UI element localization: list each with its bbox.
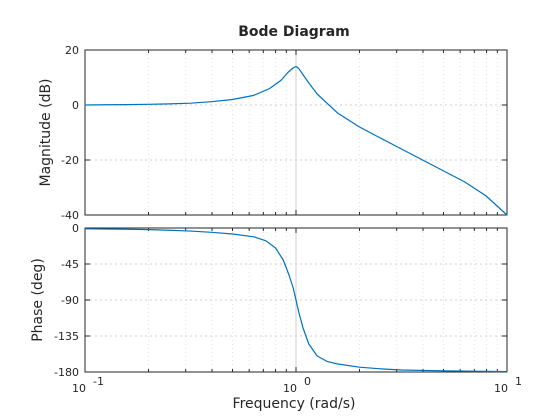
phase-y-tick-label-0: 0 (72, 222, 79, 235)
phase-y-tick-label-2: -90 (61, 294, 79, 307)
x-tick-exponent-2: 1 (515, 375, 522, 388)
x-tick-exponent-1: 0 (304, 375, 311, 388)
phase-series-line-0 (84, 228, 508, 373)
x-tick-label-2: 10 (494, 382, 508, 395)
magnitude-y-axis-label: Magnitude (dB) (38, 78, 54, 186)
x-axis-label: Frequency (rad/s) (233, 396, 356, 412)
magnitude-series-line-0 (84, 65, 508, 216)
phase-y-tick-label-1: -45 (61, 258, 79, 271)
phase-panel: 0 -45 -90 -135 -180 Phase (deg) 10 -1 10 0 10 1 (30, 222, 522, 395)
chart-title: Bode Diagram (238, 24, 350, 40)
phase-y-tick-label-3: -135 (54, 330, 79, 343)
phase-y-axis-label: Phase (deg) (30, 258, 46, 342)
x-tick-label-0: 10 (72, 382, 86, 395)
magnitude-y-tick-label-3: -40 (61, 209, 79, 222)
x-tick-exponent-0: -1 (93, 375, 104, 388)
x-tick-label-1: 10 (283, 382, 297, 395)
magnitude-y-tick-label-1: 0 (72, 99, 79, 112)
magnitude-panel: 20 0 -20 -40 Magnitude (dB) (38, 44, 508, 222)
magnitude-y-tick-label-0: 20 (65, 44, 79, 57)
magnitude-y-tick-label-2: -20 (61, 154, 79, 167)
phase-y-tick-label-4: -180 (54, 366, 79, 379)
